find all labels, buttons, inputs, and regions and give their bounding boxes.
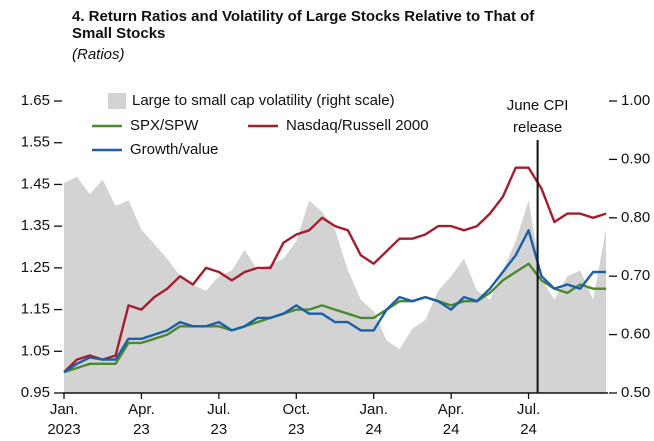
x-tick-label: Jul. <box>207 401 230 418</box>
line <box>63 166 607 373</box>
y-tick-label: 1.25 <box>21 259 50 276</box>
y2-tick-label: 0.80 <box>621 209 650 226</box>
y2-tick-label: 0.70 <box>621 267 650 284</box>
x-tick-label: Jul. <box>517 401 540 418</box>
line <box>63 229 606 374</box>
chart-subtitle: (Ratios) <box>72 46 125 63</box>
y-tick-label: 0.95 <box>21 384 50 401</box>
y-tick-label: 1.45 <box>21 175 50 192</box>
y-tick-label: 1.05 <box>21 342 50 359</box>
legend-label: Large to small cap volatility (right sca… <box>132 92 395 109</box>
x-tick-year: 24 <box>365 421 382 438</box>
x-tick-year: 23 <box>288 421 305 438</box>
legend-swatch <box>108 93 126 109</box>
legend-label: Growth/value <box>130 141 218 158</box>
x-tick-label: Jan. <box>360 401 388 418</box>
y-tick-label: 1.35 <box>21 217 50 234</box>
y-tick-label: 1.15 <box>21 301 50 318</box>
y2-tick-label: 0.90 <box>621 150 650 167</box>
area <box>64 176 606 393</box>
annotation-text: June CPI <box>507 97 569 114</box>
x-tick-label: Apr. <box>128 401 155 418</box>
y-tick-label: 1.65 <box>21 92 50 109</box>
x-tick-year: 23 <box>211 421 228 438</box>
y-tick-label: 1.55 <box>21 134 50 151</box>
annotation-text: release <box>513 119 562 136</box>
y2-tick-label: 0.50 <box>621 384 650 401</box>
y2-tick-label: 0.60 <box>621 326 650 343</box>
x-tick-year: 23 <box>133 421 150 438</box>
x-tick-year: 24 <box>520 421 537 438</box>
x-tick-label: Oct. <box>283 401 311 418</box>
y2-tick-label: 1.00 <box>621 92 650 109</box>
legend-label: Nasdaq/Russell 2000 <box>286 117 429 134</box>
x-tick-label: Jan. <box>50 401 78 418</box>
x-tick-label: Apr. <box>438 401 465 418</box>
x-tick-year: 24 <box>443 421 460 438</box>
x-tick-year: 2023 <box>47 421 80 438</box>
legend-label: SPX/SPW <box>130 117 199 134</box>
chart-title: 4. Return Ratios and Volatility of Large… <box>72 8 535 42</box>
line <box>63 262 606 374</box>
